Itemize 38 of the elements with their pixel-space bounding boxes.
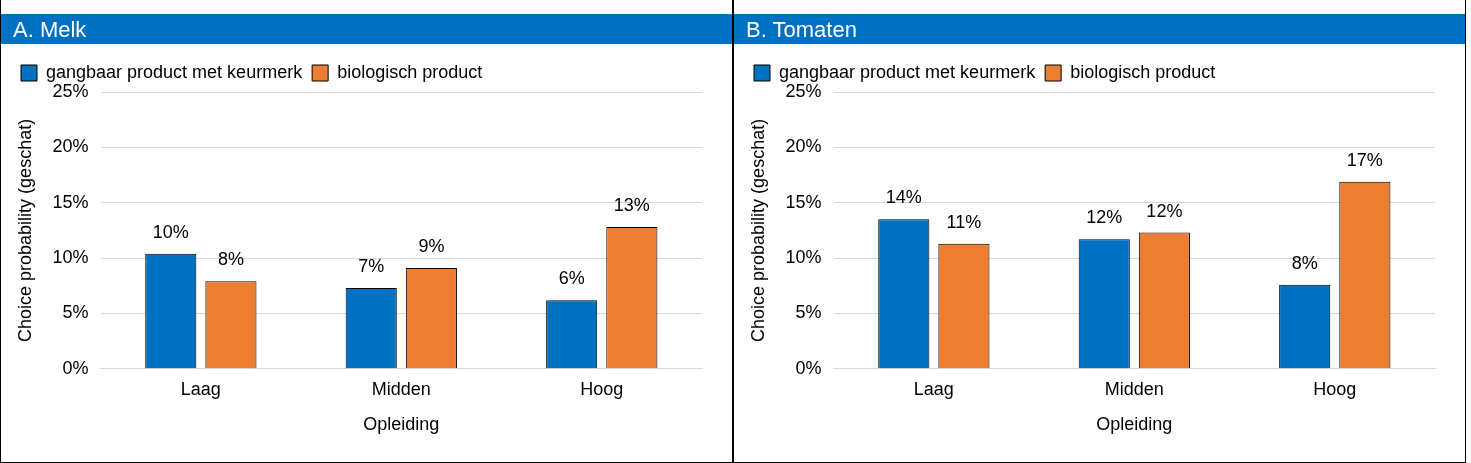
- y-tick-label: 10%: [52, 247, 89, 268]
- data-label: 14%: [885, 187, 922, 208]
- data-label: 8%: [1291, 252, 1318, 273]
- y-axis-title: Choice probability (geschat): [14, 118, 35, 342]
- y-tick-label: 0%: [62, 357, 89, 378]
- data-label: 12%: [1146, 200, 1183, 221]
- data-label: 17%: [1346, 149, 1383, 170]
- x-tick-label: Hoog: [580, 378, 624, 399]
- y-axis-title: Choice probability (geschat): [747, 118, 768, 342]
- x-tick-label: Laag: [180, 378, 221, 399]
- x-axis-title: Opleiding: [1096, 414, 1173, 435]
- data-label: 12%: [1086, 207, 1123, 228]
- y-tick-label: 15%: [52, 191, 89, 212]
- y-tick-label: 15%: [785, 191, 822, 212]
- x-tick-label: Midden: [371, 378, 431, 399]
- y-tick-label: 0%: [795, 357, 822, 378]
- x-axis-title: Opleiding: [363, 414, 440, 435]
- data-label: 7%: [358, 255, 385, 276]
- x-tick-label: Midden: [1104, 378, 1164, 399]
- data-label: 6%: [558, 268, 585, 289]
- chart-title: A. Melk: [1, 14, 732, 44]
- legend-label: biologisch product: [1070, 61, 1216, 82]
- legend-label: gangbaar product met keurmerk: [779, 61, 1037, 82]
- y-tick-label: 20%: [785, 136, 822, 157]
- data-label: 11%: [946, 211, 982, 232]
- data-label: 10%: [152, 221, 189, 242]
- y-tick-label: 5%: [62, 302, 89, 323]
- x-tick-label: Laag: [913, 378, 954, 399]
- data-label: 8%: [217, 249, 244, 270]
- x-tick-label: Hoog: [1313, 378, 1357, 399]
- y-tick-label: 10%: [785, 247, 822, 268]
- data-label: 9%: [418, 236, 445, 257]
- legend-label: gangbaar product met keurmerk: [46, 61, 304, 82]
- chart-title: B. Tomaten: [734, 14, 1465, 44]
- data-label: 13%: [613, 195, 650, 216]
- legend-label: biologisch product: [337, 61, 483, 82]
- y-tick-label: 20%: [52, 136, 89, 157]
- y-tick-label: 5%: [795, 302, 822, 323]
